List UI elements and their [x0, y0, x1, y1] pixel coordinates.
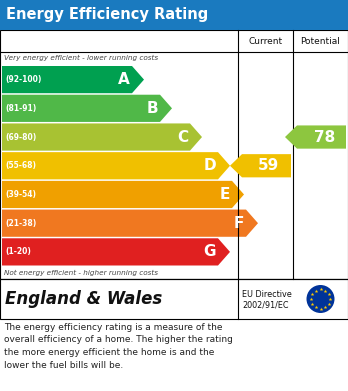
Text: C: C [177, 129, 188, 145]
Text: B: B [147, 101, 158, 116]
Text: Very energy efficient - lower running costs: Very energy efficient - lower running co… [4, 55, 158, 61]
Text: G: G [204, 244, 216, 259]
Text: E: E [220, 187, 230, 202]
Text: F: F [234, 216, 244, 231]
Text: Not energy efficient - higher running costs: Not energy efficient - higher running co… [4, 270, 158, 276]
Bar [0, 279, 348, 319]
Text: England & Wales: England & Wales [5, 290, 162, 308]
Text: A: A [118, 72, 130, 87]
Polygon shape [2, 152, 230, 179]
Text: The energy efficiency rating is a measure of the
overall efficiency of a home. T: The energy efficiency rating is a measur… [4, 323, 233, 369]
Text: Potential: Potential [301, 36, 340, 45]
Polygon shape [2, 210, 258, 237]
Text: (69-80): (69-80) [5, 133, 36, 142]
Text: (39-54): (39-54) [5, 190, 36, 199]
Text: EU Directive: EU Directive [242, 290, 292, 299]
Polygon shape [285, 126, 346, 149]
Text: (81-91): (81-91) [5, 104, 36, 113]
Bar [0, 0, 348, 30]
Text: Current: Current [248, 36, 283, 45]
Polygon shape [2, 95, 172, 122]
Text: (92-100): (92-100) [5, 75, 41, 84]
Polygon shape [2, 66, 144, 93]
Text: D: D [203, 158, 216, 173]
Text: 78: 78 [314, 129, 335, 145]
Text: (55-68): (55-68) [5, 161, 36, 170]
Circle shape [307, 285, 334, 313]
Polygon shape [230, 154, 291, 178]
Text: (21-38): (21-38) [5, 219, 36, 228]
Polygon shape [2, 238, 230, 265]
Text: 59: 59 [258, 158, 279, 173]
Text: 2002/91/EC: 2002/91/EC [242, 301, 288, 310]
Text: Energy Efficiency Rating: Energy Efficiency Rating [6, 7, 208, 23]
Bar [0, 30, 348, 279]
Polygon shape [2, 181, 244, 208]
Text: (1-20): (1-20) [5, 248, 31, 256]
Polygon shape [2, 124, 202, 151]
